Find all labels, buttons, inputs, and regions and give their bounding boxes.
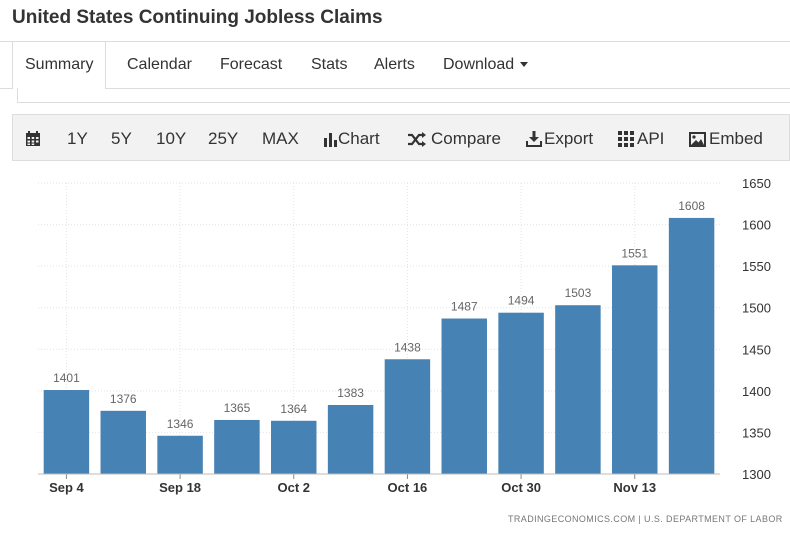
data-label: 1438 — [394, 340, 421, 354]
tab-download-label: Download — [443, 56, 515, 73]
x-tick-label: Oct 2 — [277, 480, 310, 495]
bar-chart: 1300 1350 1400 1450 1500 1550 1600 1650 Sep 4 Sep… — [38, 176, 771, 495]
image-icon — [689, 132, 706, 147]
bar — [441, 318, 487, 474]
bar — [157, 435, 203, 474]
range-5y-button[interactable]: 5Y — [111, 129, 132, 148]
bar — [214, 419, 260, 474]
bar — [43, 390, 90, 474]
export-button[interactable]: Export — [526, 115, 593, 162]
compare-button-label: Compare — [431, 129, 501, 148]
data-label: 1383 — [337, 386, 364, 400]
data-label: 1365 — [224, 401, 251, 415]
api-button-label: API — [637, 129, 665, 148]
bar — [555, 305, 601, 474]
data-label: 1503 — [565, 286, 592, 300]
bar-chart-icon — [324, 133, 337, 147]
data-label: 1551 — [621, 246, 648, 260]
data-label: 1487 — [451, 300, 478, 314]
bar — [384, 359, 431, 474]
api-button[interactable]: API — [618, 115, 664, 162]
chart-button-label: Chart — [338, 129, 380, 148]
download-icon — [526, 131, 542, 147]
data-label: 1346 — [167, 417, 194, 431]
export-button-label: Export — [544, 129, 594, 148]
tab-summary-label: Summary — [25, 56, 94, 73]
shuffle-icon — [408, 132, 426, 147]
y-tick-label: 1400 — [742, 384, 771, 399]
bar — [100, 410, 146, 474]
tab-forecast-label: Forecast — [220, 56, 283, 73]
caret-down-icon — [520, 62, 529, 68]
chart-button[interactable]: Chart — [323, 115, 380, 162]
data-label: 1376 — [110, 392, 137, 406]
bar — [327, 404, 374, 474]
tab-download[interactable]: Download — [443, 42, 529, 88]
y-tick-label: 1550 — [742, 259, 771, 274]
x-tick-label: Sep 4 — [49, 480, 84, 495]
bar — [612, 265, 658, 474]
compare-button[interactable]: Compare — [407, 115, 501, 162]
calendar-icon — [26, 131, 40, 146]
range-1y-button[interactable]: 1Y — [67, 129, 88, 148]
tab-calendar-label: Calendar — [127, 56, 192, 73]
bar — [668, 217, 715, 475]
y-tick-label: 1500 — [742, 301, 771, 316]
chart-area: 1300 1350 1400 1450 1500 1550 1600 1650 Sep 4 Sep… — [0, 161, 790, 540]
y-tick-label: 1350 — [742, 425, 771, 440]
tab-alerts[interactable]: Alerts — [374, 42, 415, 88]
page-title: United States Continuing Jobless Claims — [12, 7, 383, 28]
x-tick-label: Oct 16 — [388, 480, 428, 495]
tab-calendar[interactable]: Calendar — [127, 42, 192, 88]
y-tick-label: 1600 — [742, 218, 771, 233]
tab-stats-label: Stats — [311, 56, 348, 73]
bar — [271, 420, 317, 474]
y-tick-label: 1450 — [742, 342, 771, 357]
y-tick-label: 1650 — [742, 176, 771, 191]
y-tick-label: 1300 — [742, 467, 771, 482]
embed-button-label: Embed — [709, 129, 763, 148]
range-10y-button[interactable]: 10Y — [156, 129, 187, 148]
range-max-button[interactable]: MAX — [262, 129, 299, 148]
grid-icon — [618, 131, 634, 147]
data-label: 1401 — [53, 371, 80, 385]
tab-stats[interactable]: Stats — [311, 42, 347, 88]
tab-bar: Summary Calendar Forecast Stats Alerts D… — [0, 41, 790, 89]
x-tick-label: Sep 18 — [159, 480, 201, 495]
embed-button[interactable]: Embed — [689, 115, 763, 162]
x-tick-label: Oct 30 — [501, 480, 541, 495]
data-label: 1364 — [280, 402, 307, 416]
tab-alerts-label: Alerts — [374, 56, 415, 73]
tab-content-frame — [17, 88, 790, 103]
bar — [498, 312, 544, 474]
tab-forecast[interactable]: Forecast — [220, 42, 282, 88]
chart-toolbar: 1Y 5Y 10Y 25Y MAX Chart Compare Export A… — [12, 114, 790, 161]
range-25y-button[interactable]: 25Y — [208, 129, 239, 148]
chart-source: TRADINGECONOMICS.COM | U.S. DEPARTMENT O… — [508, 514, 783, 524]
x-tick-label: Nov 13 — [613, 480, 656, 495]
data-label: 1494 — [508, 294, 535, 308]
tab-summary[interactable]: Summary — [12, 42, 107, 89]
calendar-button[interactable] — [25, 115, 41, 162]
data-label: 1608 — [678, 199, 705, 213]
